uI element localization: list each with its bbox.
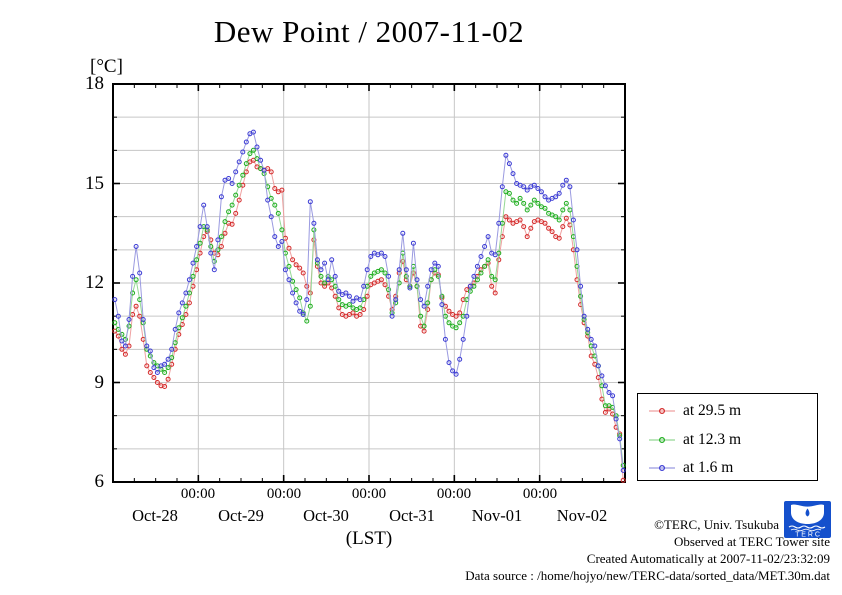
created-timestamp-text: Created Automatically at 2007-11-02/23:3… [586, 551, 830, 566]
legend-label: at 12.3 m [683, 431, 742, 448]
legend-symbol-red [649, 407, 675, 415]
terc-logo-wave-line-1 [788, 525, 826, 529]
y-tick-label-12: 12 [85, 272, 104, 293]
terc-logo-drop-icon [805, 508, 810, 517]
x-tick-label-0000-2: 00:00 [266, 486, 302, 502]
y-axis-unit-label: [°C] [90, 56, 123, 77]
y-tick-label-18: 18 [85, 73, 104, 94]
x-axis-label: (LST) [345, 528, 393, 549]
y-tick-label-9: 9 [94, 371, 105, 393]
copyright-text: ©TERC, Univ. Tsukuba [654, 517, 779, 532]
x-tick-label-0000-4: 00:00 [436, 486, 472, 502]
y-tick-label-15: 15 [85, 172, 104, 194]
y-tick-label-6: 6 [94, 471, 105, 492]
legend-item-29-5m: at 29.5 m [648, 402, 741, 420]
x-day-label-oct31: Oct-31 [389, 506, 435, 525]
legend-symbol-blue [649, 464, 675, 472]
terc-logo-wave-line-2 [790, 528, 822, 532]
legend-item-1-6m: at 1.6 m [648, 459, 733, 477]
x-day-label-oct29: Oct-29 [218, 506, 264, 525]
terc-logo-letters: T E R C [795, 532, 820, 539]
data-source-path-text: Data source : /home/hojyo/new/TERC-data/… [465, 568, 830, 583]
legend-item-12-3m: at 12.3 m [648, 431, 741, 449]
x-day-label-nov02: Nov-02 [556, 506, 608, 525]
legend-box: at 29.5 m at 12.3 m at 1.6 m [637, 393, 818, 481]
x-day-label-oct30: Oct-30 [303, 506, 349, 525]
legend-symbol-green [649, 436, 675, 444]
legend-label: at 1.6 m [683, 459, 734, 476]
x-tick-label-0000-3: 00:00 [351, 486, 387, 502]
x-tick-label-0000-5: 00:00 [522, 486, 558, 502]
x-day-label-oct28: Oct-28 [132, 506, 178, 525]
terc-logo: T E R C [784, 501, 831, 538]
legend-label: at 29.5 m [683, 402, 742, 419]
page-title: Dew Point / 2007-11-02 [213, 14, 525, 49]
x-day-label-nov01: Nov-01 [471, 506, 523, 525]
x-tick-label-0000-1: 00:00 [180, 486, 216, 502]
